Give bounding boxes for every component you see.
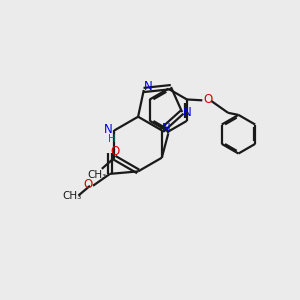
Text: N: N: [183, 106, 192, 118]
Text: O: O: [83, 178, 92, 191]
Text: CH₃: CH₃: [88, 170, 107, 180]
Text: H: H: [108, 134, 116, 144]
Text: O: O: [110, 145, 120, 158]
Text: N: N: [103, 123, 112, 136]
Text: O: O: [203, 93, 212, 106]
Text: N: N: [162, 122, 171, 134]
Text: N: N: [144, 80, 153, 94]
Text: CH₃: CH₃: [62, 191, 81, 201]
